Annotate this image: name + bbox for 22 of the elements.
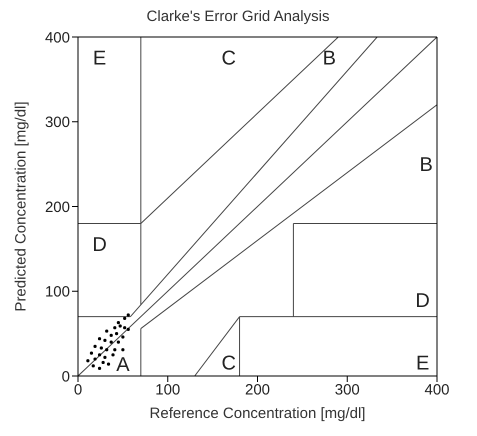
x-tick-label: 100 — [155, 382, 180, 399]
x-axis-title: Reference Concentration [mg/dl] — [150, 405, 366, 422]
annotation: D — [92, 234, 107, 256]
x-tick-label: 400 — [424, 382, 450, 399]
y-tick-label: 100 — [44, 284, 70, 301]
annotation: B — [322, 47, 336, 70]
annotation: E — [92, 47, 106, 70]
x-tick-label: 0 — [74, 382, 82, 399]
x-tick-label: 200 — [244, 382, 270, 399]
annotation: D — [415, 290, 430, 312]
annotation: E — [416, 352, 430, 375]
y-tick-label: 200 — [44, 198, 70, 216]
y-tick-label: 300 — [44, 114, 70, 132]
annotation: C — [222, 47, 236, 70]
x-tick-label: 300 — [334, 382, 360, 399]
annotation: C — [222, 352, 236, 375]
y-axis-title: Predicted Concentration [mg/dl] — [12, 101, 30, 312]
annotation: A — [116, 354, 130, 376]
chart-title: Clarke's Error Grid Analysis — [146, 8, 330, 27]
y-tick-label: 400 — [44, 29, 70, 46]
annotation: B — [420, 154, 433, 176]
y-tick-label: 0 — [62, 368, 70, 386]
